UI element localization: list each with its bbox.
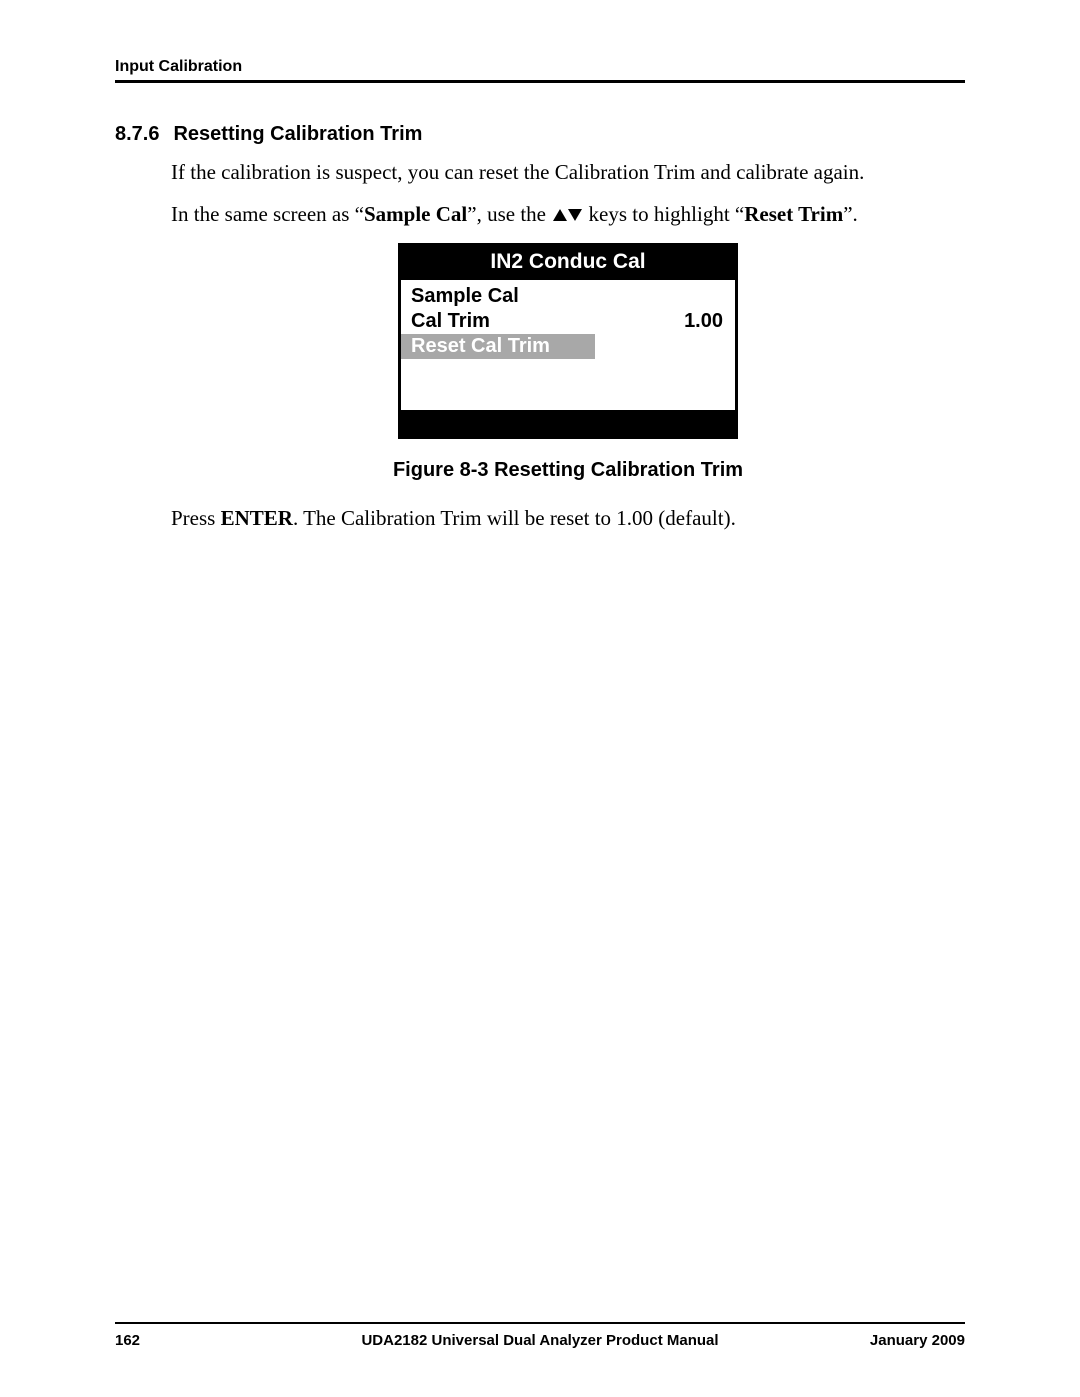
footer-manual-title: UDA2182 Universal Dual Analyzer Product … <box>115 1332 965 1349</box>
device-footer-bar <box>401 410 735 436</box>
running-header: Input Calibration <box>115 58 965 83</box>
section-heading: 8.7.6 Resetting Calibration Trim <box>115 123 965 146</box>
paragraph-1: If the calibration is suspect, you can r… <box>171 158 965 186</box>
paragraph-3: Press ENTER. The Calibration Trim will b… <box>171 504 965 532</box>
body: If the calibration is suspect, you can r… <box>171 158 965 532</box>
p3-text-b: . The Calibration Trim will be reset to … <box>293 506 736 530</box>
p2-text-d: ”. <box>843 202 858 226</box>
device-row-label: Sample Cal <box>411 285 519 308</box>
section-title: Resetting Calibration Trim <box>173 123 422 146</box>
page-footer: 162 UDA2182 Universal Dual Analyzer Prod… <box>115 1322 965 1349</box>
p2-text-c: keys to highlight “ <box>583 202 744 226</box>
device-row-label: Cal Trim <box>411 310 490 333</box>
paragraph-2: In the same screen as “Sample Cal”, use … <box>171 200 965 228</box>
device-row-value: 1.00 <box>684 310 723 333</box>
p3-bold-enter: ENTER <box>221 506 293 530</box>
device-row-label: Reset Cal Trim <box>411 335 550 358</box>
device-row-cal-trim: Cal Trim 1.00 <box>401 309 735 334</box>
section-number: 8.7.6 <box>115 123 159 146</box>
p3-text-a: Press <box>171 506 221 530</box>
up-down-arrows-icon <box>551 207 583 223</box>
document-page: Input Calibration 8.7.6 Resetting Calibr… <box>0 0 1080 1397</box>
device-screen: IN2 Conduc Cal Sample Cal Cal Trim 1.00 … <box>398 243 738 439</box>
device-title: IN2 Conduc Cal <box>401 246 735 280</box>
p2-bold-sample-cal: Sample Cal <box>364 202 467 226</box>
device-row-reset-cal-trim: Reset Cal Trim <box>401 334 595 359</box>
p2-text-a: In the same screen as “ <box>171 202 364 226</box>
device-row-sample-cal: Sample Cal <box>401 284 735 309</box>
p2-bold-reset-trim: Reset Trim <box>744 202 843 226</box>
device-body: Sample Cal Cal Trim 1.00 Reset Cal Trim <box>401 280 735 410</box>
figure-caption: Figure 8-3 Resetting Calibration Trim <box>171 459 965 482</box>
p2-text-b: ”, use the <box>467 202 551 226</box>
